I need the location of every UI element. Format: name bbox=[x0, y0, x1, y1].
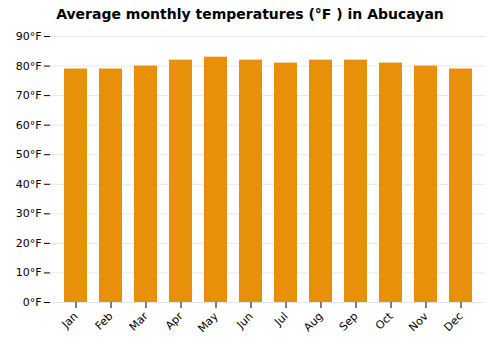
html-text:Average monthly temperatures (: Average monthly temperatures (°F ) in Ab… bbox=[56, 6, 444, 22]
svg-text:Jul: Jul bbox=[271, 310, 290, 329]
svg-text:30°F: 30°F bbox=[16, 207, 42, 220]
svg-text:40°F: 40°F bbox=[16, 178, 42, 191]
svg-text:Feb: Feb bbox=[93, 310, 116, 333]
svg-text:0°F: 0°F bbox=[23, 296, 42, 309]
svg-text:Sep: Sep bbox=[337, 310, 361, 334]
svg-text:Jan: Jan bbox=[59, 310, 81, 332]
svg-text:20°F: 20°F bbox=[16, 237, 42, 250]
svg-text:80°F: 80°F bbox=[16, 60, 42, 73]
svg-text:60°F: 60°F bbox=[16, 119, 42, 132]
svg-text:70°F: 70°F bbox=[16, 89, 42, 102]
svg-text:90°F: 90°F bbox=[16, 30, 42, 43]
svg-text:Dec: Dec bbox=[441, 310, 465, 334]
svg-text:10°F: 10°F bbox=[16, 266, 42, 279]
svg-text:May: May bbox=[195, 309, 221, 335]
svg-text:Mar: Mar bbox=[127, 309, 151, 333]
svg-text:Apr: Apr bbox=[163, 309, 186, 332]
svg-text:Oct: Oct bbox=[373, 309, 396, 332]
svg-text:Aug: Aug bbox=[301, 310, 325, 334]
svg-text:50°F: 50°F bbox=[16, 148, 42, 161]
svg-text:Jun: Jun bbox=[234, 310, 256, 332]
svg-text:Nov: Nov bbox=[406, 309, 431, 334]
